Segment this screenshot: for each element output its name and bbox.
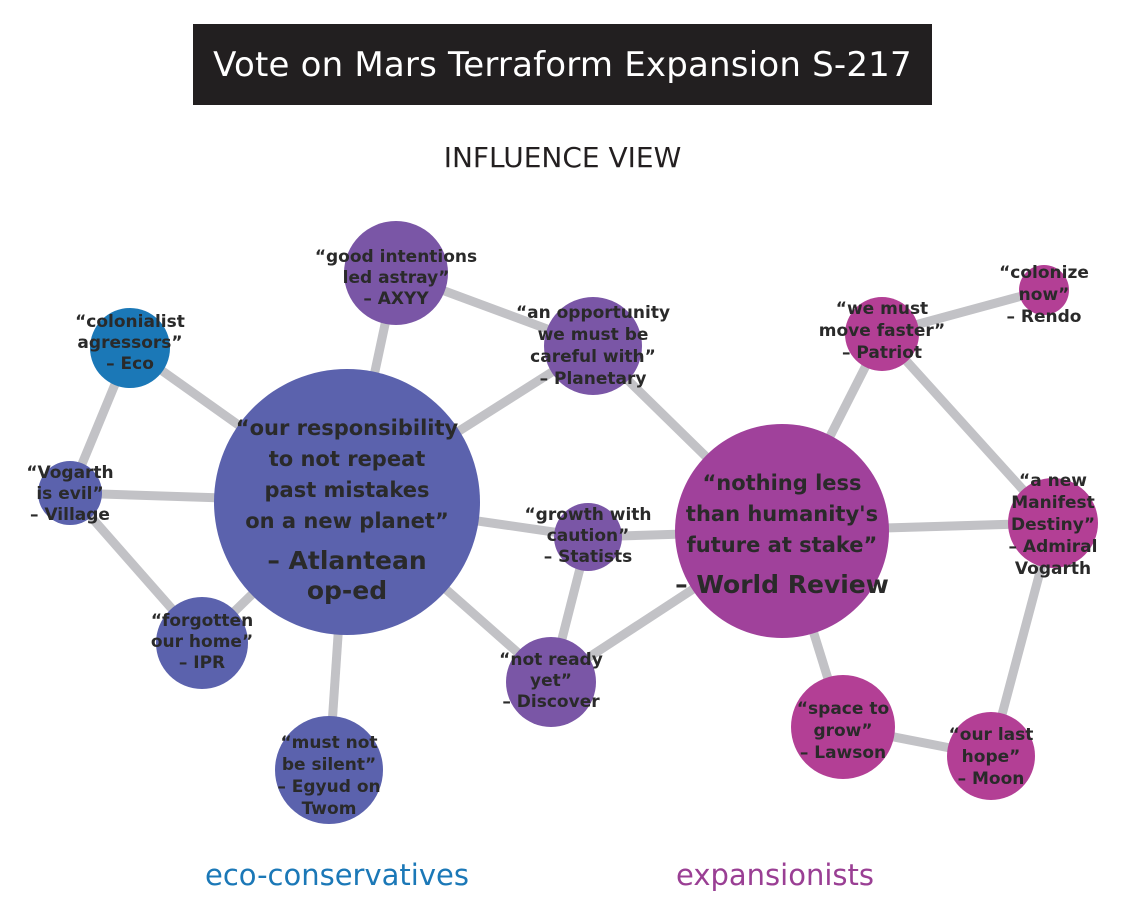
node-quote-line: “growth with <box>524 505 651 525</box>
node-quote-line: Manifest <box>1011 493 1095 513</box>
node-quote-line: “nothing less <box>702 471 861 495</box>
node-circle <box>791 675 895 779</box>
node-source-line: – World Review <box>675 570 889 599</box>
page-title: Vote on Mars Terraform Expansion S-217 <box>213 44 912 85</box>
node-circle <box>90 308 170 388</box>
node-source-line: Vogarth <box>1015 559 1091 579</box>
node-quote-line: future at stake” <box>687 533 878 557</box>
node-circle <box>1008 478 1098 568</box>
node-source-line: – Patriot <box>842 343 922 363</box>
node-quote-line: move faster” <box>819 321 945 341</box>
node-circle <box>506 637 596 727</box>
node-circle <box>845 297 919 371</box>
legend-expansionists: expansionists <box>676 858 874 892</box>
node-quote-line: caution” <box>547 526 630 546</box>
node-source-line: – Atlantean <box>267 546 426 575</box>
node-circle <box>38 461 102 525</box>
node-quote-line: “colonialist <box>75 312 185 332</box>
node-quote-line: past mistakes <box>265 478 430 502</box>
node-quote-line: “must not <box>280 733 377 753</box>
node-quote-line: “Vogarth <box>26 463 113 483</box>
legend-eco-conservatives: eco-conservatives <box>205 858 469 892</box>
node-source-line: – Admiral <box>1009 537 1098 557</box>
node-source-line: – Lawson <box>800 743 886 763</box>
node-circle <box>156 597 248 689</box>
title-banner: Vote on Mars Terraform Expansion S-217 <box>193 24 932 105</box>
view-label: INFLUENCE VIEW <box>443 141 682 174</box>
node-source-line: – Egyud on <box>277 777 380 797</box>
node-circle <box>947 712 1035 800</box>
node-source-line: op-ed <box>307 576 387 605</box>
node-quote-line: “space to <box>797 699 889 719</box>
node-quote-line: led astray” <box>343 268 450 288</box>
node-quote-line: Destiny” <box>1011 515 1095 535</box>
node-worldreview: “nothing less than humanity's future at st… <box>675 424 889 638</box>
node-quote-line: “our responsibility <box>236 416 459 440</box>
node-quote-line: than humanity's <box>686 502 878 526</box>
node-source-line: – Village <box>30 505 110 525</box>
node-circle <box>554 503 622 571</box>
node-quote-line: yet” <box>530 671 572 691</box>
node-quote-line: “not ready <box>499 650 603 670</box>
node-quote-line: be silent” <box>282 755 376 775</box>
node-circle <box>675 424 889 638</box>
node-quote-line: our home” <box>151 632 253 652</box>
node-circle <box>344 221 448 325</box>
node-source-line: – Discover <box>502 692 600 712</box>
node-quote-line: on a new planet” <box>245 509 449 533</box>
node-quote-line: “we must <box>836 299 928 319</box>
node-quote-line: grow” <box>813 721 872 741</box>
node-source-line: – Moon <box>958 769 1025 789</box>
node-quote-line: “an opportunity <box>516 303 670 323</box>
node-source-line: – IPR <box>179 653 225 673</box>
node-quote-line: now” <box>1019 285 1070 305</box>
node-quote-line: “colonize <box>999 263 1089 283</box>
node-quote-line: careful with” <box>530 347 656 367</box>
node-quote-line: is evil” <box>36 484 103 504</box>
node-quote-line: agressors” <box>77 333 182 353</box>
node-atlantean: “our responsibility to not repeat past mis… <box>214 369 480 635</box>
node-quote-line: “good intentions <box>315 247 477 267</box>
node-source-line: – Rendo <box>1007 307 1082 327</box>
node-quote-line: “forgotten <box>151 611 253 631</box>
node-circle <box>1019 265 1069 315</box>
node-quote-line: to not repeat <box>269 447 426 471</box>
node-source-line: – Planetary <box>540 369 647 389</box>
node-quote-line: “our last <box>949 725 1034 745</box>
node-layer: “our responsibility to not repeat past mis… <box>26 221 1098 824</box>
node-source-line: – Eco <box>106 354 154 374</box>
node-source-line: – Statists <box>544 547 633 567</box>
node-circle <box>275 716 383 824</box>
node-quote-line: hope” <box>962 747 1021 767</box>
node-source-line: – AXYY <box>363 289 429 309</box>
node-circle <box>214 369 480 635</box>
node-circle <box>544 297 642 395</box>
node-source-line: Twom <box>302 799 357 819</box>
node-quote-line: “a new <box>1019 471 1087 491</box>
node-quote-line: we must be <box>538 325 649 345</box>
